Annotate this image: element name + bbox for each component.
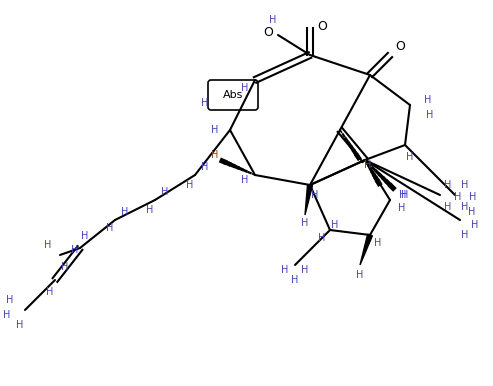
Text: H: H xyxy=(211,125,219,135)
Text: H: H xyxy=(398,203,406,213)
Text: H: H xyxy=(356,270,364,280)
Text: H: H xyxy=(311,190,318,200)
Text: H: H xyxy=(61,262,69,272)
Text: H: H xyxy=(468,207,476,217)
Text: H: H xyxy=(399,190,407,200)
Text: H: H xyxy=(291,275,299,285)
Text: H: H xyxy=(16,320,24,330)
Text: H: H xyxy=(461,230,469,240)
Text: H: H xyxy=(269,15,277,25)
Polygon shape xyxy=(360,234,372,265)
Text: H: H xyxy=(106,223,114,233)
Text: H: H xyxy=(364,160,372,170)
Text: H: H xyxy=(282,265,289,275)
Text: H: H xyxy=(444,180,452,190)
Text: H: H xyxy=(161,187,169,197)
Polygon shape xyxy=(305,185,313,215)
Text: O: O xyxy=(317,20,327,32)
Text: H: H xyxy=(6,295,14,305)
Text: H: H xyxy=(211,150,219,160)
Text: H: H xyxy=(401,190,409,200)
Text: H: H xyxy=(201,162,209,172)
Text: H: H xyxy=(331,220,339,230)
Text: H: H xyxy=(121,207,129,217)
Text: H: H xyxy=(444,202,452,212)
Text: H: H xyxy=(201,98,209,108)
Text: H: H xyxy=(81,231,89,241)
Text: H: H xyxy=(461,180,469,190)
Text: O: O xyxy=(263,27,273,39)
FancyBboxPatch shape xyxy=(208,80,258,110)
Text: H: H xyxy=(426,110,434,120)
Text: H: H xyxy=(46,287,54,297)
Text: H: H xyxy=(186,180,194,190)
Text: H: H xyxy=(406,152,414,162)
Text: H: H xyxy=(374,238,382,248)
Text: H: H xyxy=(241,83,248,93)
Text: H: H xyxy=(318,233,326,243)
Text: H: H xyxy=(471,220,479,230)
Text: Abs: Abs xyxy=(223,90,243,100)
Text: O: O xyxy=(395,41,405,54)
Text: H: H xyxy=(301,218,309,228)
Text: H: H xyxy=(424,95,432,105)
Text: H: H xyxy=(71,245,79,255)
Text: H: H xyxy=(3,310,11,320)
Text: H: H xyxy=(461,202,469,212)
Text: H: H xyxy=(455,192,461,202)
Text: H: H xyxy=(241,175,248,185)
Text: H: H xyxy=(146,205,154,215)
Text: H: H xyxy=(469,192,477,202)
Text: H: H xyxy=(44,240,52,250)
Text: H: H xyxy=(301,265,309,275)
